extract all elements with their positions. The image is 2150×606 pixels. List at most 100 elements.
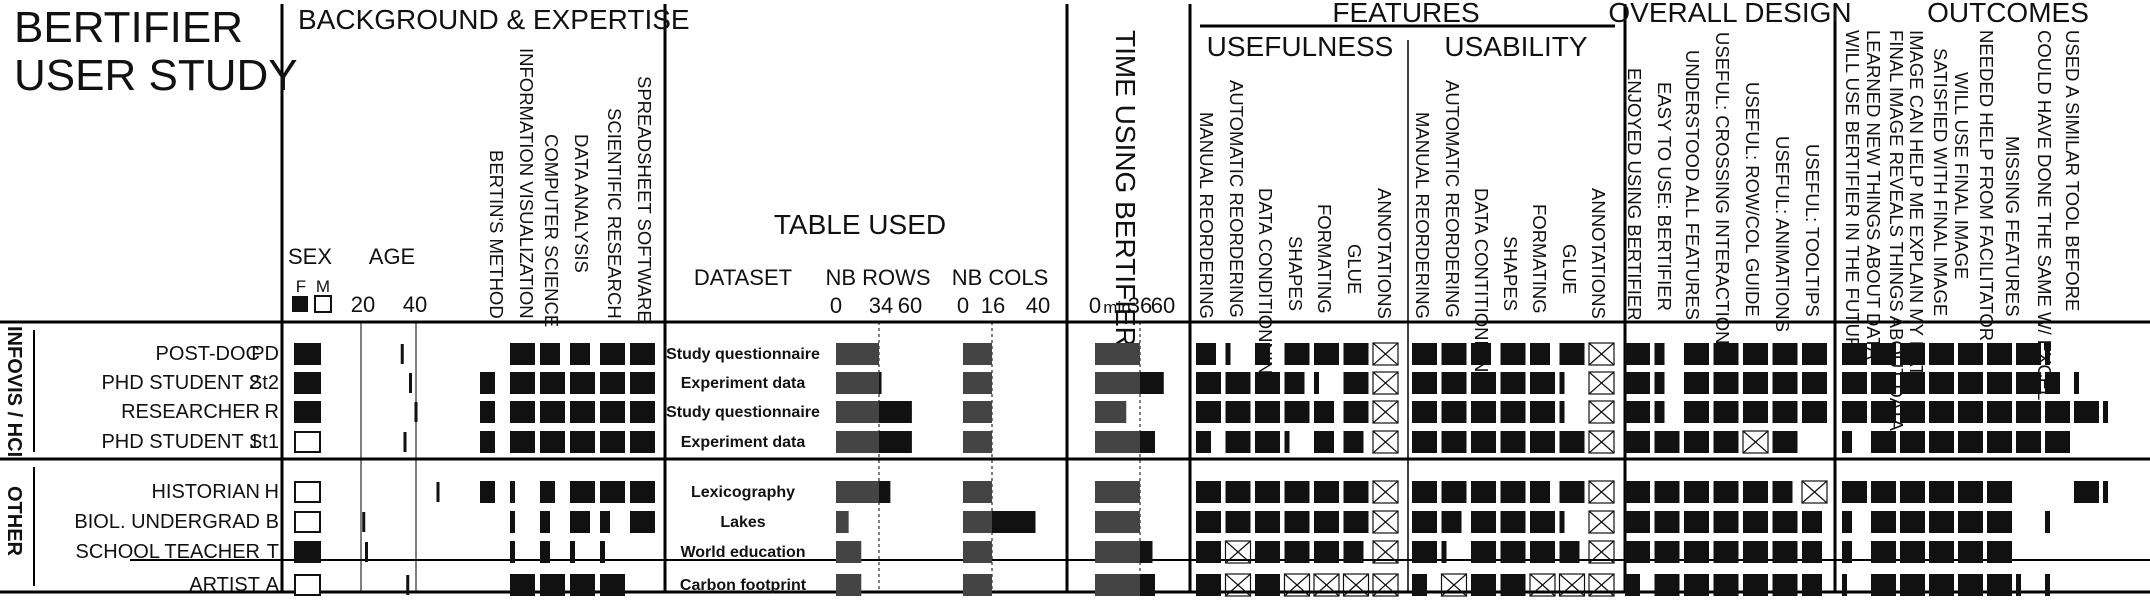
- usefulness-7-2: [1255, 574, 1280, 596]
- overall-0-0: [1625, 343, 1650, 365]
- dataset-label: DATASET: [694, 265, 792, 290]
- overall-2-5: [1772, 401, 1798, 423]
- nb-cols-tick-40: 40: [1026, 293, 1050, 318]
- nb-rows-label: NB ROWS: [825, 265, 930, 290]
- usability-0-6-cross-b: [1588, 342, 1615, 366]
- usefulness-2-3: [1284, 401, 1310, 423]
- outcomes-3-2: [1900, 431, 1925, 453]
- usability-2-2: [1471, 401, 1496, 423]
- age-mark-1: [409, 373, 412, 393]
- expertise-3-0: [480, 431, 495, 453]
- outcomes-3-7: [2045, 431, 2070, 453]
- overall-1-6: [1802, 372, 1827, 394]
- expertise-1-4: [600, 372, 625, 394]
- usefulness-5-0: [1196, 511, 1221, 533]
- usability-4-3: [1500, 481, 1526, 503]
- expertise-4-3: [570, 481, 595, 503]
- usefulness-6-2: [1255, 541, 1280, 563]
- usability-3-6-cross-b: [1588, 430, 1615, 454]
- expertise-0-5: [630, 343, 655, 365]
- expertise-6-1: [510, 541, 515, 563]
- chart-marks: [294, 342, 2108, 597]
- row-label-0: POST-DOC: [156, 343, 260, 365]
- outcomes-7-3: [1929, 574, 1954, 596]
- overall-0-1: [1654, 343, 1665, 365]
- age-mark-2: [414, 402, 418, 422]
- dataset-5: Lakes: [720, 514, 765, 531]
- expertise-1-3: [570, 372, 595, 394]
- overall-0-6: [1802, 343, 1827, 365]
- overall-1-2: [1684, 372, 1709, 394]
- outcomes-1-0: [1842, 372, 1867, 394]
- overall-5-5: [1772, 511, 1798, 533]
- outcomes-7-6: [2016, 574, 2021, 596]
- usability-3-3: [1500, 431, 1526, 453]
- outcomes-5-2: [1900, 511, 1925, 533]
- cols-bar-ext-5: [992, 511, 1036, 533]
- time-bar-0: [1095, 343, 1140, 365]
- overall-1-1: [1654, 372, 1665, 394]
- row-code-4: H: [265, 481, 279, 503]
- expertise-4-1: [510, 481, 515, 503]
- usefulness-7-4-box: [1313, 573, 1340, 597]
- cols-bar-0: [963, 343, 992, 365]
- usability-4-6-box: [1588, 480, 1615, 504]
- rows-bar-ext-3: [879, 431, 912, 453]
- outcomes-2-0: [1842, 401, 1867, 423]
- usability-col-5: GLUE: [1559, 244, 1580, 294]
- overall-4-5: [1772, 481, 1793, 503]
- outcomes-6-2: [1900, 541, 1925, 563]
- overall-2-0: [1625, 401, 1650, 423]
- cols-bar-4: [963, 481, 992, 503]
- usability-2-4: [1530, 401, 1555, 423]
- usefulness-col-1: AUTOMATIC REORDERING: [1226, 80, 1247, 318]
- header-features: FEATURES: [1332, 0, 1479, 28]
- usability-2-6-box: [1588, 400, 1615, 424]
- usability-5-6-cross-b: [1588, 510, 1615, 534]
- outcomes-2-6: [2016, 401, 2041, 423]
- rows-bar-5: [836, 511, 849, 533]
- usability-7-6-box: [1588, 573, 1615, 597]
- usefulness-3-6-cross-b: [1372, 430, 1399, 454]
- age-mark-6: [365, 542, 368, 562]
- usability-0-5: [1559, 343, 1585, 365]
- overall-5-4: [1743, 511, 1768, 533]
- group-label-other: OTHER: [3, 486, 25, 557]
- sex-mark-1: [294, 372, 321, 394]
- rows-bar-6: [836, 541, 862, 563]
- dataset-2: Study questionnaire: [666, 404, 820, 421]
- usefulness-7-5-box: [1342, 573, 1370, 597]
- time-bar-2: [1095, 401, 1127, 423]
- row-code-5: B: [266, 511, 279, 533]
- row-code-0: PD: [251, 343, 279, 365]
- outcomes-4-5: [1987, 481, 2012, 503]
- overall-4-0: [1625, 481, 1650, 503]
- overall-0-3: [1713, 343, 1739, 365]
- chart-headers: BERTIFIER USER STUDY BACKGROUND & EXPERT…: [14, 0, 2089, 347]
- age-label: AGE: [369, 244, 415, 269]
- usefulness-1-3: [1284, 372, 1305, 394]
- nb-cols-tick-0: 0: [957, 293, 969, 318]
- usability-4-6-cross-b: [1588, 480, 1615, 504]
- column-headers: INFOVIS / HCI OTHER BERTIN'S METHOD INFORMA…: [3, 30, 2083, 557]
- expertise-2-2: [540, 401, 565, 423]
- header-table-used: TABLE USED: [774, 209, 946, 240]
- overall-7-4: [1743, 574, 1768, 596]
- outcomes-5-1: [1871, 511, 1896, 533]
- rows-bar-ext-1: [879, 372, 882, 394]
- usefulness-3-5: [1343, 431, 1364, 453]
- outcomes-1-7: [2045, 372, 2060, 394]
- usefulness-4-4: [1314, 481, 1339, 503]
- overall-3-2: [1684, 431, 1709, 453]
- outcomes-5-4: [1958, 511, 1983, 533]
- usability-0-3: [1500, 343, 1526, 365]
- usefulness-5-2: [1255, 511, 1280, 533]
- outcomes-col-4: SATISFIED WITH FINAL IMAGE: [1930, 48, 1951, 316]
- overall-1-3: [1713, 372, 1739, 394]
- expertise-4-0: [480, 481, 495, 503]
- expertise-col-1: INFORMATION VISUALIZATION: [516, 48, 537, 319]
- row-label-5: BIOL. UNDERGRAD: [74, 511, 260, 533]
- usefulness-6-4: [1314, 541, 1339, 563]
- overall-5-2: [1684, 511, 1709, 533]
- usability-4-2: [1471, 481, 1496, 503]
